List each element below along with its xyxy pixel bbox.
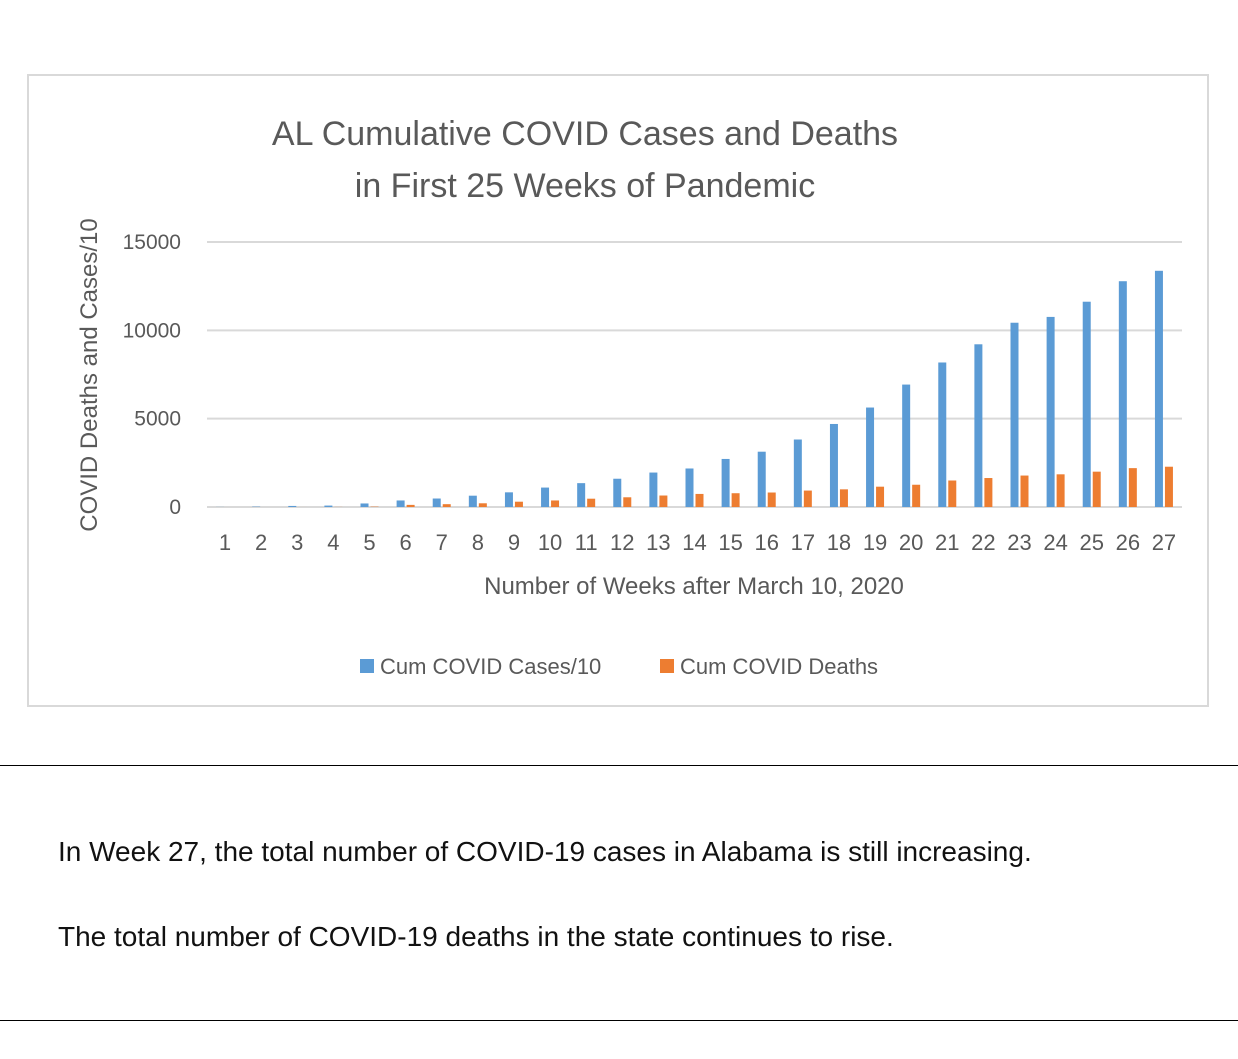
- x-tick-label: 10: [538, 530, 562, 555]
- cases-bar: [902, 384, 911, 507]
- cases-bar: [685, 468, 694, 507]
- deaths-bar: [1020, 475, 1029, 507]
- x-tick-label: 16: [754, 530, 778, 555]
- deaths-bar: [1092, 471, 1101, 507]
- chart-container: AL Cumulative COVID Cases and Deaths in F…: [27, 74, 1209, 707]
- cases-bar: [324, 505, 333, 507]
- x-tick-label: 23: [1007, 530, 1031, 555]
- legend-label-deaths: Cum COVID Deaths: [680, 654, 878, 679]
- deaths-bar: [1164, 466, 1173, 507]
- x-tick-label: 8: [472, 530, 484, 555]
- legend-label-cases: Cum COVID Cases/10: [380, 654, 601, 679]
- deaths-bar: [478, 503, 487, 507]
- chart-svg: AL Cumulative COVID Cases and Deaths in F…: [76, 115, 1182, 679]
- deaths-bar: [731, 493, 740, 507]
- cases-bar: [541, 487, 550, 507]
- deaths-bar: [551, 500, 560, 507]
- cases-bar: [468, 495, 477, 507]
- cases-bar: [938, 362, 947, 507]
- x-tick-label: 19: [863, 530, 887, 555]
- bottom-divider: [0, 1020, 1238, 1021]
- cases-bar: [649, 472, 658, 507]
- x-tick-label: 14: [682, 530, 706, 555]
- cases-bar: [793, 439, 802, 507]
- x-tick-label: 20: [899, 530, 923, 555]
- cases-bar: [721, 458, 730, 507]
- x-tick-label: 21: [935, 530, 959, 555]
- deaths-bar: [514, 501, 523, 507]
- deaths-bar: [876, 486, 885, 507]
- deaths-bar: [803, 490, 812, 507]
- cases-bar: [1154, 270, 1163, 507]
- cases-bar: [504, 492, 513, 507]
- deaths-bar: [659, 495, 668, 507]
- cases-bar: [1046, 316, 1055, 507]
- x-tick-label: 22: [971, 530, 995, 555]
- cases-bar: [360, 503, 369, 507]
- cases-bar: [1010, 322, 1019, 507]
- cases-bar: [866, 407, 875, 507]
- deaths-bar: [984, 478, 993, 507]
- x-tick-label: 15: [718, 530, 742, 555]
- cases-bar: [1082, 301, 1091, 507]
- x-tick-label: 18: [827, 530, 851, 555]
- top-divider: [0, 765, 1238, 766]
- x-tick-label: 9: [508, 530, 520, 555]
- x-tick-label: 4: [327, 530, 339, 555]
- x-tick-label: 27: [1152, 530, 1176, 555]
- deaths-bar: [912, 484, 921, 507]
- x-tick-label: 7: [436, 530, 448, 555]
- caption-deaths: The total number of COVID-19 deaths in t…: [58, 921, 894, 952]
- legend-swatch-deaths: [660, 659, 674, 673]
- x-tick-label: 1: [219, 530, 231, 555]
- x-tick-label: 26: [1116, 530, 1140, 555]
- cases-bar: [613, 478, 622, 507]
- deaths-bar: [442, 504, 451, 507]
- x-tick-label: 6: [399, 530, 411, 555]
- deaths-bar: [839, 489, 848, 507]
- deaths-bar: [767, 492, 776, 507]
- x-axis-label: Number of Weeks after March 10, 2020: [484, 573, 904, 600]
- cases-bar: [974, 344, 983, 507]
- cases-bar: [757, 451, 766, 507]
- y-axis-label: COVID Deaths and Cases/10: [76, 218, 103, 532]
- y-tick-label: 5000: [134, 408, 181, 431]
- caption-cases: In Week 27, the total number of COVID-19…: [58, 836, 1032, 867]
- cases-bar: [432, 498, 441, 507]
- y-tick-label: 0: [169, 496, 181, 519]
- x-tick-label: 11: [575, 530, 598, 555]
- x-tick-label: 24: [1043, 530, 1067, 555]
- x-tick-label: 5: [363, 530, 375, 555]
- y-tick-label: 15000: [123, 231, 181, 254]
- x-tick-label: 13: [646, 530, 670, 555]
- x-tick-label: 17: [791, 530, 815, 555]
- x-tick-label: 25: [1079, 530, 1103, 555]
- cases-bar: [1118, 281, 1127, 507]
- deaths-bar: [1128, 468, 1137, 507]
- y-tick-label: 10000: [123, 319, 181, 342]
- x-tick-label: 2: [255, 530, 267, 555]
- chart-title-line-2: in First 25 Weeks of Pandemic: [355, 167, 815, 205]
- x-tick-label: 3: [291, 530, 303, 555]
- deaths-bar: [587, 498, 596, 507]
- deaths-bar: [695, 493, 704, 507]
- cases-bar: [577, 483, 586, 507]
- deaths-bar: [623, 497, 632, 507]
- deaths-bar: [1056, 474, 1065, 507]
- cases-bar: [396, 500, 405, 507]
- legend-swatch-cases: [360, 659, 374, 673]
- cases-bar: [829, 423, 838, 507]
- chart-title-line-1: AL Cumulative COVID Cases and Deaths: [272, 115, 898, 153]
- deaths-bar: [406, 504, 415, 507]
- cases-bar: [288, 505, 297, 507]
- x-tick-label: 12: [610, 530, 634, 555]
- deaths-bar: [948, 480, 957, 507]
